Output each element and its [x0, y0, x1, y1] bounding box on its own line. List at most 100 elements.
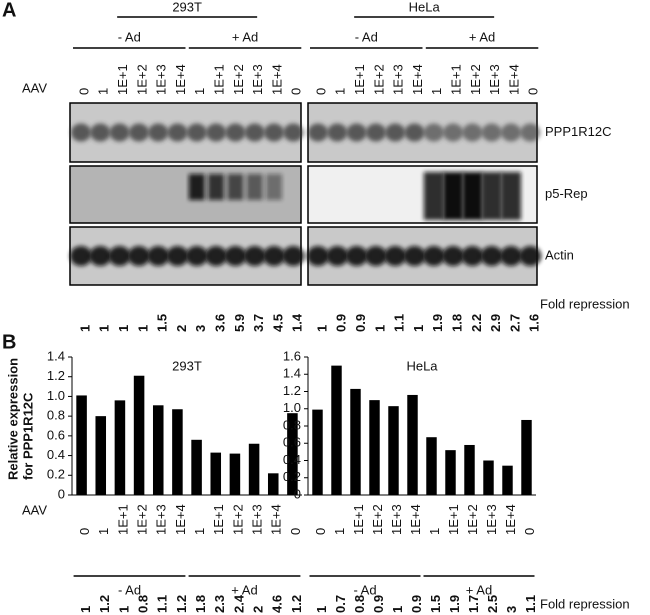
- group-label: - Ad: [118, 582, 141, 597]
- bar: [248, 443, 260, 495]
- lane-label: 1E+1: [352, 64, 367, 95]
- fold-value: 1: [78, 606, 93, 613]
- bar: [388, 406, 399, 495]
- band: [109, 123, 130, 142]
- lane-label: 1E+3: [487, 64, 502, 95]
- band: [225, 123, 246, 142]
- bar: [521, 419, 532, 495]
- band: [208, 174, 225, 200]
- bar: [287, 413, 298, 495]
- fold-value: 2.7: [507, 314, 522, 332]
- bar: [114, 400, 126, 495]
- band: [365, 123, 386, 142]
- x-tick-label: 1E+4: [408, 504, 423, 535]
- bar: [502, 465, 513, 495]
- x-tick-label: 1: [332, 528, 347, 535]
- x-tick-label: 1E+1: [115, 504, 130, 535]
- x-tick-label: 1E+4: [269, 504, 284, 535]
- y-tick-label: 1.0: [47, 388, 65, 403]
- band: [423, 123, 444, 142]
- y-tick-label: 1.0: [283, 400, 301, 415]
- fold-value: 0.8: [136, 595, 151, 613]
- band: [266, 174, 282, 200]
- fold-label: Fold repression: [540, 296, 630, 311]
- cell-line-title: 293T: [172, 0, 202, 14]
- fold-value: 2.2: [469, 314, 484, 332]
- fold-value: 1: [116, 325, 131, 332]
- y-tick-label: 1.2: [283, 383, 301, 398]
- fold-value: 2: [174, 325, 189, 332]
- fold-value: 5.9: [232, 314, 247, 332]
- band: [71, 123, 91, 142]
- y-tick-label: 1.4: [283, 366, 301, 381]
- blot-label: Actin: [545, 247, 574, 262]
- fold-value: 3: [193, 325, 208, 332]
- aav-label: AAV: [22, 502, 47, 517]
- x-tick-label: 1E+3: [154, 504, 169, 535]
- x-tick-label: 0: [313, 528, 328, 535]
- band: [443, 172, 464, 220]
- lane-label: 1E+3: [154, 64, 169, 95]
- band: [327, 123, 348, 142]
- band: [501, 123, 521, 142]
- bar: [152, 405, 164, 495]
- bar: [331, 365, 342, 495]
- fold-value: 1: [314, 325, 329, 332]
- panel-label: A: [2, 0, 16, 21]
- chart-title: HeLa: [406, 358, 438, 373]
- fold-value: 3.7: [251, 314, 266, 332]
- y-tick-label: 0.2: [47, 467, 65, 482]
- y-tick-label: 0.4: [283, 452, 301, 467]
- fold-value: 1: [135, 325, 150, 332]
- fold-value: 3: [504, 606, 519, 613]
- fold-value: 1.1: [523, 595, 538, 613]
- fold-value: 2.3: [212, 595, 227, 613]
- blot-label: PPP1R12C: [545, 124, 611, 139]
- x-tick-label: 1E+3: [389, 504, 404, 535]
- fold-value: 1.8: [193, 595, 208, 613]
- lane-label: 1E+3: [391, 64, 406, 95]
- lane-label: 0: [526, 88, 541, 95]
- band: [205, 246, 228, 266]
- lane-label: 1E+1: [449, 64, 464, 95]
- fold-value: 1.9: [447, 595, 462, 613]
- fold-value: 1: [314, 606, 329, 613]
- fold-value: 4.6: [270, 595, 285, 613]
- lane-label: 1E+4: [269, 64, 284, 95]
- x-tick-label: 1E+1: [351, 504, 366, 535]
- band: [481, 123, 502, 142]
- lane-label: 1E+3: [250, 64, 265, 95]
- group-label: - Ad: [355, 29, 378, 44]
- band: [70, 246, 92, 266]
- lane-label: 1: [429, 88, 444, 95]
- band: [90, 123, 111, 142]
- bar: [464, 444, 475, 495]
- band: [422, 246, 445, 266]
- lane-label: 1E+4: [506, 64, 521, 95]
- x-tick-label: 1E+2: [465, 504, 480, 535]
- bar: [267, 473, 279, 495]
- group-label: - Ad: [353, 582, 376, 597]
- fold-value: 4.5: [270, 314, 285, 332]
- band: [403, 246, 426, 266]
- band: [501, 172, 521, 220]
- x-tick-label: 1E+3: [484, 504, 499, 535]
- band: [384, 246, 407, 266]
- bar: [369, 400, 380, 495]
- y-tick-label: 0.6: [283, 435, 301, 450]
- band: [326, 246, 349, 266]
- group-label: + Ad: [469, 29, 495, 44]
- band: [127, 246, 150, 266]
- x-tick-label: 1: [96, 528, 111, 535]
- band: [128, 123, 149, 142]
- band: [480, 246, 503, 266]
- lane-label: 1E+4: [410, 64, 425, 95]
- fold-value: 2.4: [231, 594, 246, 613]
- y-tick-label: 0.2: [283, 469, 301, 484]
- bar: [76, 395, 87, 495]
- lane-label: 1E+2: [371, 64, 386, 95]
- band: [462, 123, 483, 142]
- fold-value: 1.7: [466, 595, 481, 613]
- band: [461, 246, 484, 266]
